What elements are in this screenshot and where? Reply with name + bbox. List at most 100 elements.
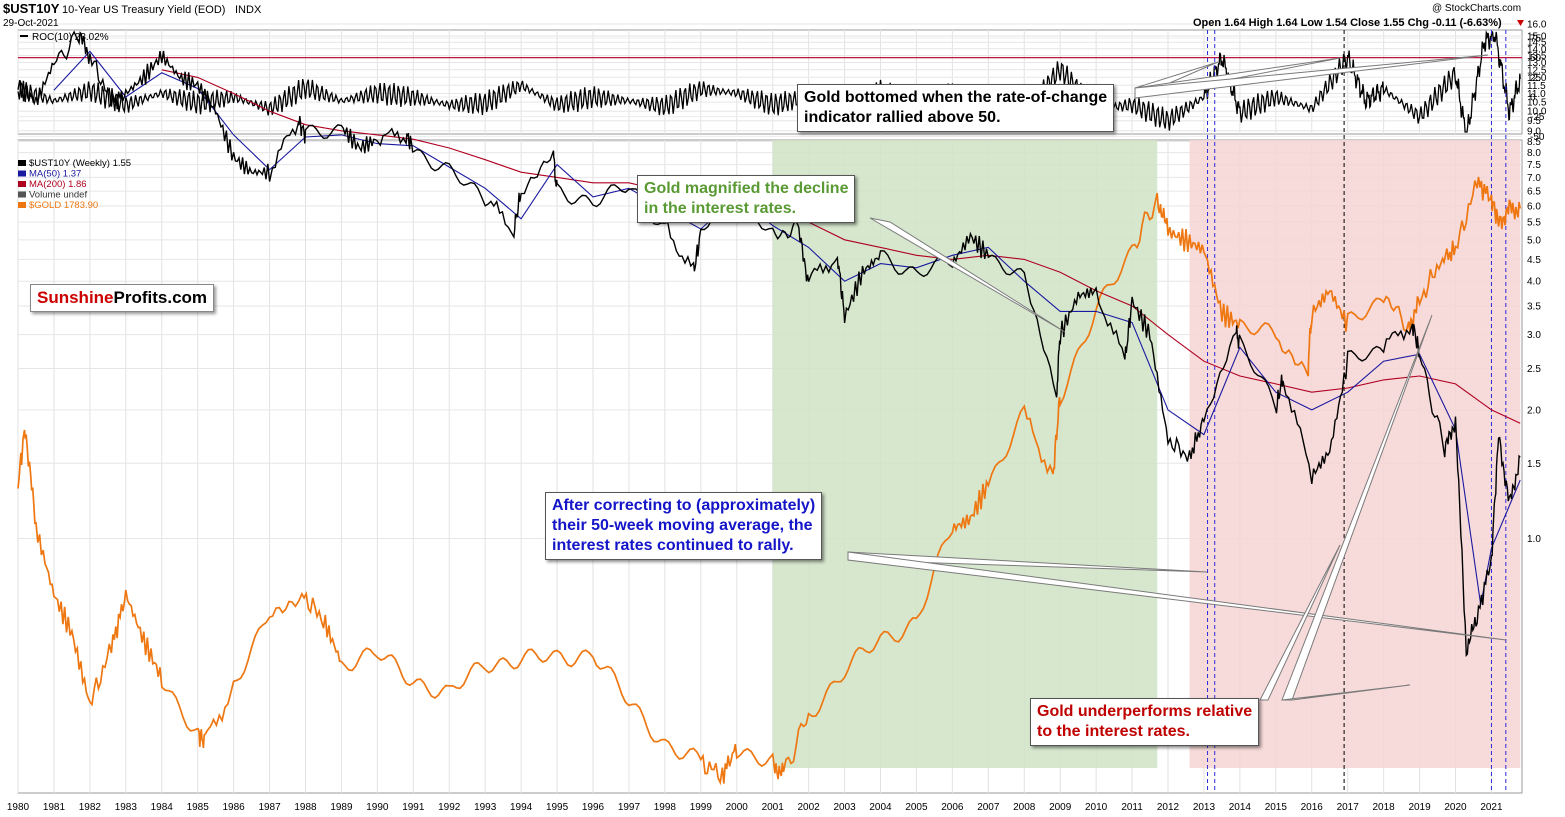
roc-tick-label: 50: [1530, 53, 1542, 64]
y-tick-label: 5.0: [1527, 235, 1541, 246]
y-tick-label: 13.0: [1527, 58, 1547, 69]
x-tick-label: 2005: [905, 802, 928, 813]
x-tick-label: 2010: [1085, 802, 1108, 813]
x-tick-label: 1997: [618, 802, 641, 813]
pointer-under-3: [1259, 544, 1341, 701]
legend-swatch: [18, 160, 26, 166]
x-tick-label: 1991: [402, 802, 425, 813]
y-tick-label: 6.0: [1527, 201, 1541, 212]
y-tick-label: 9.0: [1527, 126, 1541, 137]
x-tick-label: 1998: [654, 802, 677, 813]
x-tick-label: 2021: [1480, 802, 1503, 813]
callout-magnified: Gold magnified the decline in the intere…: [637, 175, 856, 223]
y-tick-label: 14.5: [1527, 38, 1547, 49]
x-tick-label: 1980: [7, 802, 30, 813]
x-tick-label: 2002: [798, 802, 821, 813]
x-tick-label: 2006: [941, 802, 964, 813]
shaded-zones: [772, 140, 1521, 768]
x-tick-label: 1981: [43, 802, 66, 813]
legend-swatch: [18, 191, 26, 198]
series-layer: [17, 30, 1522, 793]
y-tick-label: 4.0: [1527, 277, 1541, 288]
y-tick-label: 15.0: [1527, 31, 1547, 42]
shaded-zone-red: [1189, 140, 1521, 768]
x-tick-label: 2020: [1444, 802, 1467, 813]
x-tick-label: 1990: [366, 802, 389, 813]
logo-part-1: Sunshine: [37, 288, 114, 307]
y-tick-label: 11.5: [1527, 81, 1546, 92]
callout-correcting-line3: interest rates continued to rally.: [552, 537, 794, 554]
y-tick-label: 8.5: [1527, 137, 1541, 148]
roc-tick-label: 25: [1530, 73, 1542, 84]
x-tick-label: 1993: [474, 802, 497, 813]
ohlc-readout: Open 1.64 High 1.64 Low 1.54 Close 1.55 …: [1193, 17, 1502, 29]
callout-roc-line1: Gold bottomed when the rate-of-change: [804, 89, 1108, 106]
y-tick-label: 12.0: [1527, 73, 1547, 84]
pointer-magnified: [869, 217, 1066, 333]
x-tick-label: 1985: [187, 802, 210, 813]
y-tick-label: 10.0: [1527, 107, 1547, 118]
x-tick-label: 1988: [294, 802, 317, 813]
y-tick-label: 2.5: [1527, 364, 1541, 375]
x-tick-label: 1996: [582, 802, 605, 813]
y-tick-label: 10.5: [1527, 98, 1547, 109]
x-tick-label: 2014: [1229, 802, 1252, 813]
roc-legend-label: ROC(10) 23.02%: [32, 32, 109, 43]
x-tick-label: 2000: [726, 802, 749, 813]
callout-correcting-line2: their 50-week moving average, the: [552, 517, 813, 534]
y-tick-label: 6.5: [1527, 187, 1541, 198]
x-tick-label: 2011: [1121, 802, 1143, 813]
symbol-title: $UST10Y: [3, 1, 60, 16]
ma200-line: [161, 69, 1521, 424]
callout-magnified-line1: Gold magnified the decline: [644, 180, 849, 197]
x-tick-label: 1982: [79, 802, 102, 813]
x-tick-label: 1984: [151, 802, 174, 813]
x-tick-label: 2009: [1049, 802, 1072, 813]
ust10y-line: [17, 30, 1521, 658]
y-tick-label: 5.5: [1527, 218, 1541, 229]
x-tick-label: 1986: [223, 802, 246, 813]
legend-swatch: [18, 181, 26, 187]
y-tick-label: 1.5: [1527, 459, 1541, 470]
x-tick-label: 1994: [510, 802, 533, 813]
legend-layer: ROC(10) 23.02% $UST10Y (Weekly) 1.55MA(50…: [18, 32, 131, 211]
x-tick-label: 2017: [1337, 802, 1360, 813]
legend-label: $GOLD 1783.90: [29, 200, 98, 211]
y-tick-label: 14.0: [1527, 44, 1547, 55]
x-tick-label: 2001: [762, 802, 785, 813]
roc-tick-label: 0: [1530, 93, 1536, 104]
x-tick-label: 1989: [330, 802, 353, 813]
shaded-zone-green: [772, 140, 1158, 768]
y-tick-label: 3.0: [1527, 330, 1541, 341]
x-tick-label: 2003: [833, 802, 856, 813]
x-tick-label: 2012: [1157, 802, 1180, 813]
chart-date: 29-Oct-2021: [3, 18, 59, 29]
legend-swatch: [18, 170, 26, 177]
sunshine-profits-logo: SunshineProfits.com: [30, 284, 215, 312]
callout-underperforms-line1: Gold underperforms relative: [1037, 703, 1253, 720]
callout-roc-line2: indicator rallied above 50.: [804, 109, 1001, 126]
copyright: @ StockCharts.com: [1432, 3, 1521, 14]
legend-label: $UST10Y (Weekly) 1.55: [29, 158, 131, 169]
x-tick-label: 1995: [546, 802, 569, 813]
x-tick-label: 2013: [1193, 802, 1216, 813]
x-tick-label: 2008: [1013, 802, 1036, 813]
y-tick-label: 9.5: [1527, 116, 1541, 127]
down-arrow-icon: [1517, 20, 1524, 26]
symbol-description: 10-Year US Treasury Yield (EOD): [62, 4, 225, 16]
callout-underperforms-line2: to the interest rates.: [1037, 723, 1190, 740]
x-tick-label: 2007: [977, 802, 1000, 813]
legend-label: MA(50) 1.37: [29, 169, 81, 180]
callout-underperforms: Gold underperforms relative to the inter…: [1030, 698, 1260, 746]
y-tick-label: 11.0: [1527, 89, 1546, 100]
gold-line: [17, 176, 1522, 786]
x-tick-label: 2019: [1408, 802, 1431, 813]
x-tick-label: 1987: [258, 802, 281, 813]
pointer-under-2: [1281, 684, 1411, 701]
roc-tick-label: -25: [1530, 112, 1545, 123]
x-tick-label: 1992: [438, 802, 461, 813]
x-tick-label: 1999: [690, 802, 713, 813]
x-tick-label: 2004: [869, 802, 892, 813]
y-tick-label: 12.5: [1527, 65, 1547, 76]
